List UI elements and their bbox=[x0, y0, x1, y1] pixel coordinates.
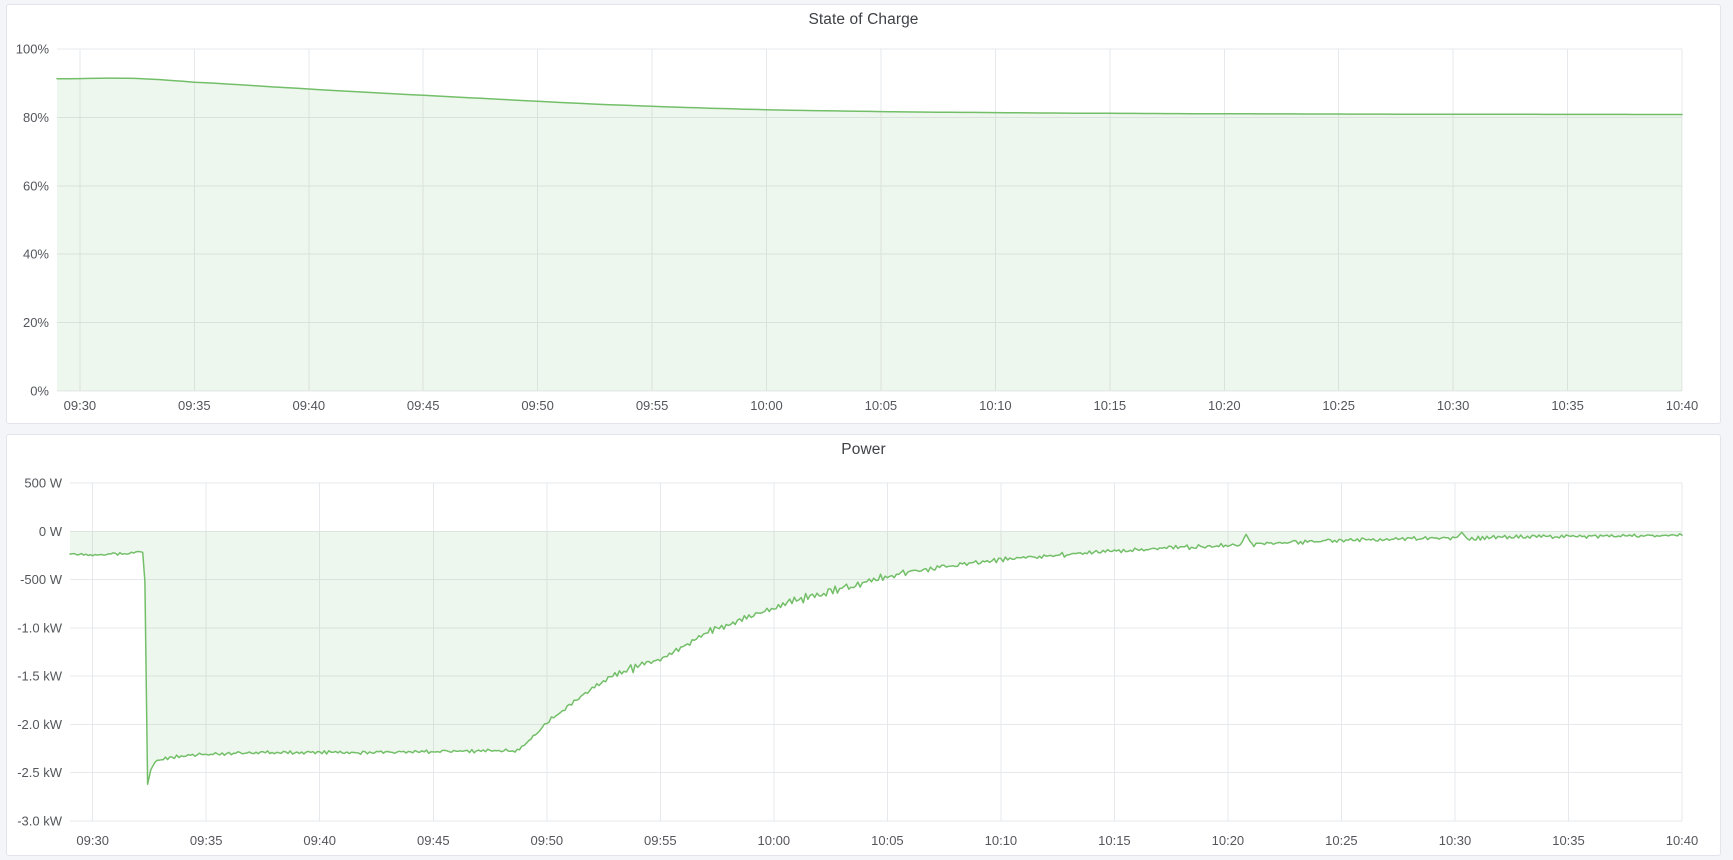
y-axis-tick-label: 100% bbox=[16, 42, 50, 57]
x-axis-tick-label: 10:20 bbox=[1212, 833, 1245, 848]
x-axis-tick-label: 10:00 bbox=[750, 398, 783, 413]
x-axis-tick-label: 09:35 bbox=[190, 833, 223, 848]
x-axis-tick-label: 10:40 bbox=[1666, 398, 1699, 413]
x-axis-tick-label: 09:45 bbox=[417, 833, 450, 848]
y-axis-tick-label: 0% bbox=[30, 384, 49, 399]
x-axis-tick-label: 10:15 bbox=[1098, 833, 1131, 848]
panel-title-state-of-charge[interactable]: State of Charge bbox=[808, 11, 919, 28]
x-axis-tick-label: 10:10 bbox=[985, 833, 1018, 848]
series-line bbox=[69, 531, 1683, 786]
series-area-fill bbox=[57, 78, 1682, 391]
x-axis-tick-label: 09:35 bbox=[178, 398, 211, 413]
x-axis-tick-label: 09:30 bbox=[64, 398, 97, 413]
y-axis-tick-label: -2.5 kW bbox=[17, 765, 63, 780]
x-axis-tick-label: 10:40 bbox=[1666, 833, 1699, 848]
x-axis-tick-label: 10:15 bbox=[1094, 398, 1127, 413]
x-axis-tick-label: 10:05 bbox=[865, 398, 898, 413]
panel-power: Power 500 W 0 W -500 W -1.0 kW -1.5 kW -2.0 k… bbox=[6, 434, 1721, 856]
y-axis-tick-label: 60% bbox=[23, 178, 49, 193]
y-axis-tick-label: 80% bbox=[23, 110, 49, 125]
series-area-fill bbox=[70, 531, 1682, 785]
y-axis-tick-label: -1.0 kW bbox=[17, 620, 63, 635]
y-axis-tick-label: 20% bbox=[23, 315, 49, 330]
panel-header-state-of-charge: State of Charge bbox=[7, 5, 1720, 35]
x-axis-tick-label: 10:30 bbox=[1439, 833, 1472, 848]
panel-header-power: Power bbox=[7, 435, 1720, 465]
y-axis-tick-label: 500 W bbox=[24, 476, 62, 491]
y-axis-tick-label: -3.0 kW bbox=[17, 814, 63, 829]
x-axis-tick-label: 10:30 bbox=[1437, 398, 1470, 413]
x-axis-tick-label: 10:35 bbox=[1552, 833, 1585, 848]
x-axis-tick-label: 09:50 bbox=[521, 398, 554, 413]
power-chart[interactable]: 500 W 0 W -500 W -1.0 kW -1.5 kW -2.0 kW -2.5 … bbox=[7, 465, 1720, 855]
state-of-charge-chart[interactable]: 100% 80% 60% 40% 20% 0% 09:30 09:35 09:40 09:45 09… bbox=[7, 35, 1720, 423]
y-axis-tick-label: -1.5 kW bbox=[17, 669, 63, 684]
x-axis-tick-label: 09:55 bbox=[636, 398, 669, 413]
x-axis-tick-label: 09:30 bbox=[76, 833, 109, 848]
x-axis-tick-label: 10:20 bbox=[1208, 398, 1241, 413]
x-axis-tick-label: 10:35 bbox=[1551, 398, 1584, 413]
series-line bbox=[56, 77, 1683, 116]
y-axis-tick-label: 40% bbox=[23, 247, 49, 262]
x-axis-tick-label: 09:50 bbox=[531, 833, 564, 848]
panel-state-of-charge: State of Charge 100% 80% 60% 40% 20% 0% 09:30 0… bbox=[6, 4, 1721, 424]
panel-title-power[interactable]: Power bbox=[841, 441, 886, 458]
y-axis-tick-label: -500 W bbox=[20, 572, 63, 587]
x-axis-tick-label: 09:45 bbox=[407, 398, 440, 413]
x-axis-tick-label: 09:55 bbox=[644, 833, 677, 848]
x-axis-tick-label: 10:25 bbox=[1325, 833, 1358, 848]
y-axis-tick-label: -2.0 kW bbox=[17, 717, 63, 732]
x-axis-tick-label: 10:00 bbox=[758, 833, 791, 848]
x-axis-tick-label: 09:40 bbox=[293, 398, 326, 413]
x-axis-tick-label: 10:25 bbox=[1322, 398, 1355, 413]
x-axis-tick-label: 09:40 bbox=[303, 833, 336, 848]
x-axis-tick-label: 10:05 bbox=[871, 833, 904, 848]
x-axis-tick-label: 10:10 bbox=[979, 398, 1012, 413]
y-axis-tick-label: 0 W bbox=[39, 524, 63, 539]
